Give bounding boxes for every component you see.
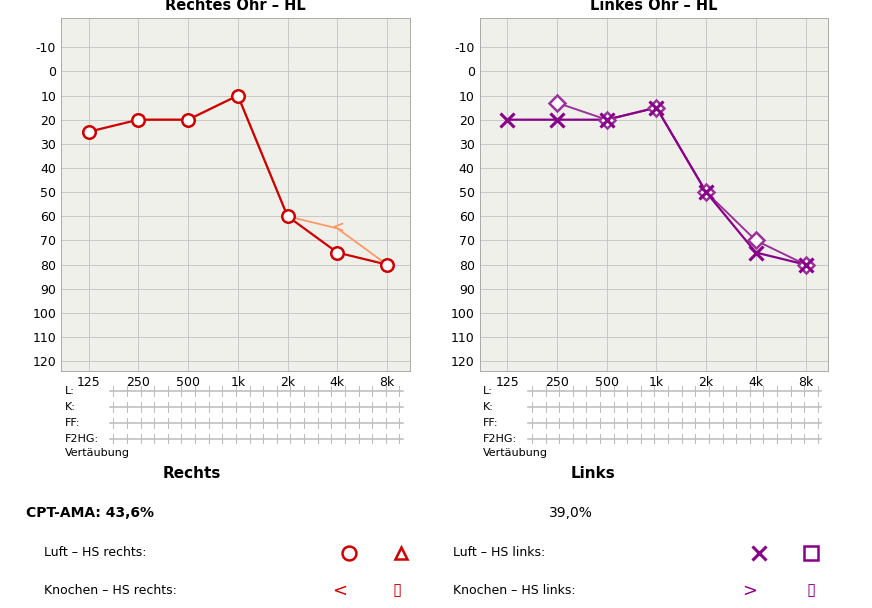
Text: ▯: ▯	[392, 581, 401, 599]
Text: FF:: FF:	[483, 418, 499, 428]
Text: <: <	[132, 112, 145, 127]
Title: Rechtes Ohr – HL: Rechtes Ohr – HL	[165, 0, 306, 13]
Text: F2HG:: F2HG:	[483, 434, 517, 444]
Text: Luft – HS links:: Luft – HS links:	[453, 546, 546, 559]
Text: Knochen – HS rechts:: Knochen – HS rechts:	[44, 584, 176, 597]
Text: <: <	[330, 221, 344, 236]
Text: 39,0%: 39,0%	[549, 506, 593, 520]
Text: L:: L:	[483, 386, 493, 396]
Text: K:: K:	[65, 402, 75, 412]
Text: L:: L:	[65, 386, 74, 396]
Text: Knochen – HS links:: Knochen – HS links:	[453, 584, 576, 597]
Text: <: <	[181, 112, 194, 127]
Text: Links: Links	[570, 466, 616, 482]
Text: <: <	[281, 209, 294, 224]
Text: F2HG:: F2HG:	[65, 434, 99, 444]
Text: K:: K:	[483, 402, 494, 412]
Text: <: <	[380, 257, 393, 272]
Text: Luft – HS rechts:: Luft – HS rechts:	[44, 546, 146, 559]
Text: <: <	[231, 88, 244, 103]
Title: Linkes Ohr – HL: Linkes Ohr – HL	[590, 0, 718, 13]
Text: <: <	[332, 581, 348, 599]
Text: Rechts: Rechts	[163, 466, 221, 482]
Text: Vertäubung: Vertäubung	[483, 448, 548, 458]
Text: CPT-AMA: 43,6%: CPT-AMA: 43,6%	[26, 506, 154, 520]
Text: FF:: FF:	[65, 418, 80, 428]
Text: ▯: ▯	[807, 581, 815, 599]
Text: Vertäubung: Vertäubung	[65, 448, 130, 458]
Text: >: >	[742, 581, 758, 599]
